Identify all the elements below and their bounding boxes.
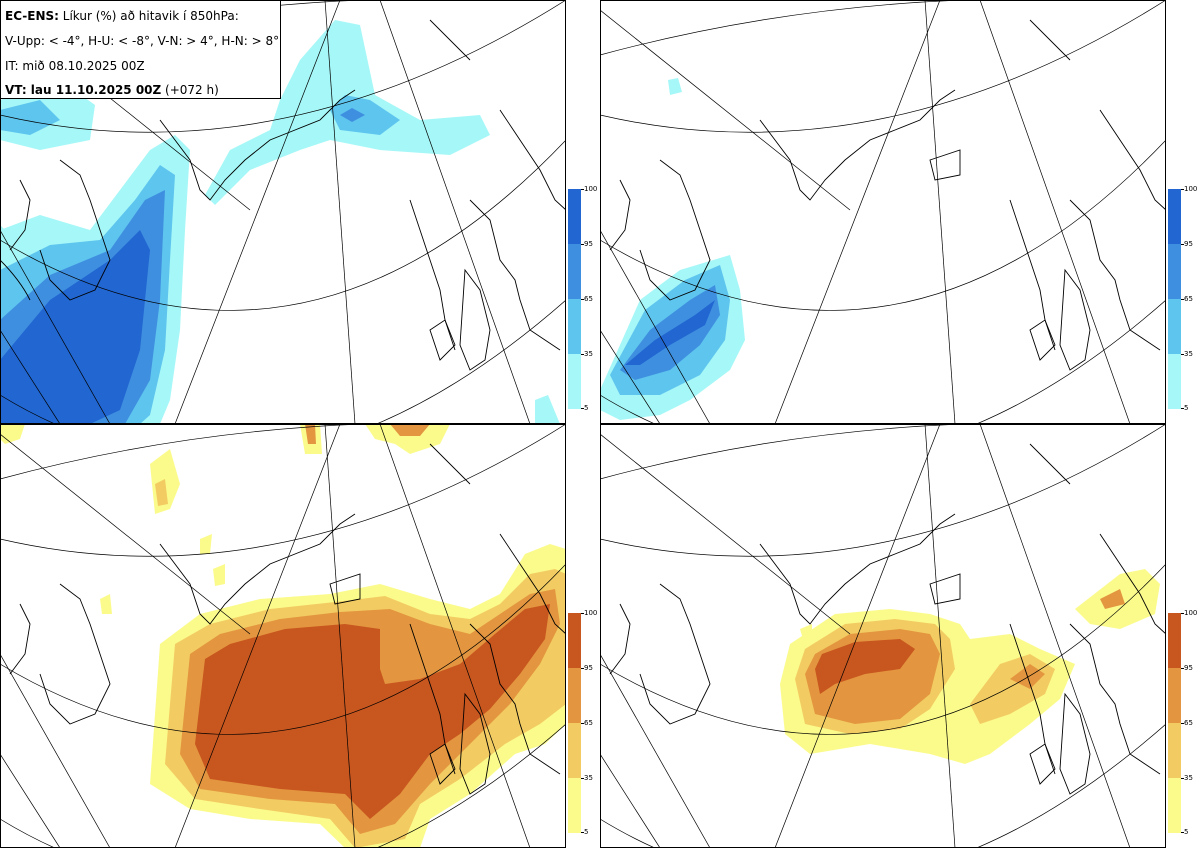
prob-shade-95 [625, 300, 715, 365]
coastlines [0, 19, 566, 371]
colorbar-seg-65-95 [1168, 668, 1181, 723]
colorbar-tickmark [581, 723, 584, 724]
prob-shade-5-se [535, 395, 560, 424]
colorbar-seg-35-65 [1168, 299, 1181, 354]
colorbar-tick-label: 5 [584, 828, 589, 836]
colorbar-seg-35-65 [568, 723, 581, 778]
colorbar-tickmark [1181, 613, 1184, 614]
colorbar-tickmark [1181, 189, 1184, 190]
colorbar-tickmark [581, 354, 584, 355]
colorbar-tick-label: 95 [584, 240, 593, 248]
colorbar-tick-label: 100 [1184, 609, 1198, 617]
colorbar-tickmark [1181, 778, 1184, 779]
map-panel-top-right [600, 0, 1166, 424]
prob-shade-5-west-b [200, 534, 212, 554]
colorbar-seg-35-65 [568, 299, 581, 354]
prob-shade-5-se-small [800, 624, 812, 636]
colorbar-tickmark [581, 668, 584, 669]
colorbar-tickmark [1181, 299, 1184, 300]
colorbar-seg-65-95 [568, 668, 581, 723]
colorbar-tickmark [1181, 668, 1184, 669]
map-bottom-right [600, 424, 1166, 848]
colorbar-seg-95-100 [1168, 613, 1181, 668]
colorbar-top-right: 100 95 65 35 5 [1168, 185, 1198, 412]
colorbar-seg-5-35 [568, 354, 581, 409]
prob-shade-35-north-a [305, 424, 316, 444]
prob-shade-5-west [0, 225, 20, 265]
colorbar-tick-label: 100 [1184, 185, 1198, 193]
colorbar-tick-label: 35 [584, 774, 593, 782]
colorbar-tickmark [581, 408, 584, 409]
colorbar-tick-label: 35 [1184, 350, 1193, 358]
colorbar-bottom-right: 100 95 65 35 5 [1168, 609, 1198, 836]
prob-shade-65-north [340, 108, 365, 122]
colorbar-tickmark [1181, 354, 1184, 355]
colorbar-seg-5-35 [1168, 778, 1181, 833]
colorbar-tickmark [581, 244, 584, 245]
graticule [600, 424, 1166, 848]
prob-shade-5-north-b [365, 424, 450, 454]
prob-shade-35-west-a [155, 479, 168, 506]
colorbar-tick-label: 100 [584, 609, 598, 617]
colorbar-tickmark [1181, 408, 1184, 409]
colorbar-tick-label: 5 [584, 404, 589, 412]
coastlines [609, 443, 1166, 795]
prob-shade-35-nw [0, 100, 60, 135]
colorbar-seg-5-35 [1168, 354, 1181, 409]
map-panel-bottom-right [600, 424, 1166, 848]
map-bottom-left [0, 424, 566, 848]
colorbar-top-left: 100 95 65 35 5 [568, 185, 598, 412]
colorbar-tick-label: 5 [1184, 404, 1189, 412]
colorbar-tick-label: 35 [584, 350, 593, 358]
map-panel-bottom-left [0, 424, 566, 848]
colorbar-seg-95-100 [568, 613, 581, 668]
graticule [0, 424, 566, 848]
colorbar-bottom-left: 100 95 65 35 5 [568, 609, 598, 836]
colorbar-tickmark [581, 778, 584, 779]
header-line-3: IT: mið 08.10.2025 00Z [5, 59, 145, 73]
graticule [600, 0, 1166, 424]
colorbar-seg-5-35 [568, 778, 581, 833]
colorbar-tickmark [1181, 723, 1184, 724]
prob-shade-5-west-d [0, 424, 25, 444]
header-legend: EC-ENS: Líkur (%) að hitavik í 850hPa: V… [0, 0, 281, 99]
colorbar-seg-65-95 [568, 244, 581, 299]
colorbar-tickmark [1181, 832, 1184, 833]
colorbar-seg-95-100 [1168, 189, 1181, 244]
colorbar-tick-label: 100 [584, 185, 598, 193]
prob-shade-35-ne [1100, 589, 1125, 609]
colorbar-tickmark [581, 189, 584, 190]
colorbar-tick-label: 5 [1184, 828, 1189, 836]
colorbar-tickmark [581, 299, 584, 300]
colorbar-tick-label: 95 [1184, 240, 1193, 248]
header-line-2: V-Upp: < -4°, H-U: < -8°, V-N: > 4°, H-N… [5, 34, 280, 48]
colorbar-seg-35-65 [1168, 723, 1181, 778]
coastlines [609, 19, 1166, 371]
colorbar-tick-label: 95 [584, 664, 593, 672]
map-panel-top-left: EC-ENS: Líkur (%) að hitavik í 850hPa: V… [0, 0, 566, 424]
colorbar-tickmark [581, 832, 584, 833]
coastlines [9, 443, 566, 795]
colorbar-tick-label: 65 [1184, 719, 1193, 727]
map-top-left [0, 0, 566, 424]
prob-shade-35-north-b [390, 424, 430, 436]
prob-shade-95 [0, 230, 150, 424]
prob-shade-95 [195, 604, 550, 819]
colorbar-tick-label: 65 [1184, 295, 1193, 303]
header-line-1: EC-ENS: Líkur (%) að hitavik í 850hPa: [5, 9, 239, 23]
map-top-right [600, 0, 1166, 424]
colorbar-tick-label: 95 [1184, 664, 1193, 672]
prob-shade-5-west-c [213, 564, 225, 586]
colorbar-seg-95-100 [568, 189, 581, 244]
graticule [0, 0, 566, 424]
colorbar-tick-label: 35 [1184, 774, 1193, 782]
colorbar-tickmark [1181, 244, 1184, 245]
prob-shade-5-nw [668, 78, 682, 95]
colorbar-tick-label: 65 [584, 719, 593, 727]
header-line-4: VT: lau 11.10.2025 00Z (+072 h) [5, 83, 219, 97]
colorbar-seg-65-95 [1168, 244, 1181, 299]
prob-shade-5-west-e [100, 594, 112, 614]
colorbar-tick-label: 65 [584, 295, 593, 303]
colorbar-tickmark [581, 613, 584, 614]
